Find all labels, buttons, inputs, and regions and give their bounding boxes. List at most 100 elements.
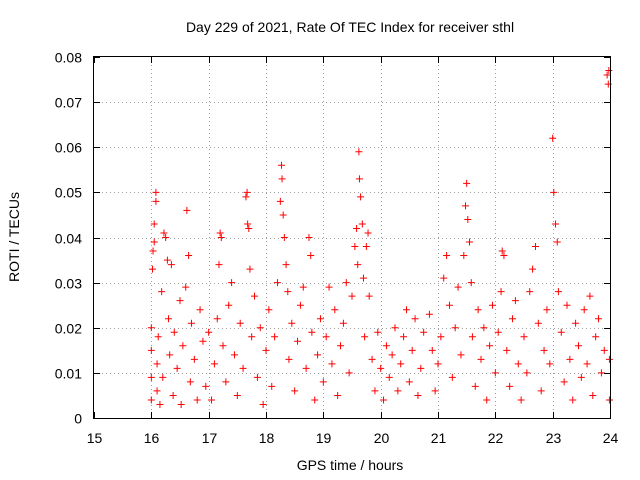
data-point (248, 333, 256, 341)
data-point (245, 224, 253, 232)
x-tick-label: 23 (546, 430, 562, 446)
data-point (431, 387, 439, 395)
data-point (256, 324, 264, 332)
data-point (531, 243, 539, 251)
x-axis-title: GPS time / hours (297, 457, 404, 473)
data-point (546, 360, 554, 368)
data-point (282, 261, 290, 269)
data-point (605, 396, 613, 404)
data-point (405, 378, 413, 386)
data-point (244, 220, 252, 228)
data-point (537, 387, 545, 395)
data-point (210, 360, 218, 368)
y-tick-label: 0.01 (55, 366, 82, 382)
data-point (299, 283, 307, 291)
data-point (280, 234, 288, 241)
data-point (308, 328, 316, 336)
data-point (506, 382, 514, 390)
data-point (597, 369, 605, 377)
data-point (574, 342, 582, 350)
data-point (222, 378, 230, 386)
data-point (345, 369, 353, 377)
data-point (158, 288, 166, 296)
data-point (417, 364, 425, 372)
data-point (471, 382, 479, 390)
data-point (199, 337, 207, 345)
data-point (265, 306, 273, 314)
data-point (294, 337, 302, 345)
data-point (543, 306, 551, 314)
data-point (534, 319, 542, 327)
data-point (380, 396, 388, 404)
data-point (540, 346, 548, 354)
data-point (353, 224, 361, 232)
data-point (262, 346, 270, 354)
data-point (514, 360, 522, 368)
data-point (358, 220, 366, 228)
data-point (605, 67, 613, 75)
x-tick-label: 24 (603, 430, 619, 446)
x-tick-label: 22 (488, 430, 504, 446)
data-point (277, 161, 285, 169)
data-point (494, 328, 502, 336)
data-point (523, 369, 531, 377)
x-tick-label: 19 (316, 430, 332, 446)
data-point (428, 346, 436, 354)
chart-title: Day 229 of 2021, Rate Of TEC Index for r… (186, 19, 514, 35)
x-tick-label: 15 (87, 430, 103, 446)
data-point (361, 333, 369, 341)
data-point (400, 333, 408, 341)
data-point (374, 328, 382, 336)
data-point (193, 396, 201, 404)
data-point (156, 400, 164, 408)
data-point (196, 306, 204, 314)
data-point (480, 324, 488, 332)
data-point (271, 333, 279, 341)
data-point (605, 355, 613, 363)
y-tick-labels: 0 0.01 0.02 0.03 0.04 0.05 0.06 0.07 0.08 (55, 50, 82, 427)
data-point (328, 360, 336, 368)
y-tick-label: 0.03 (55, 276, 82, 292)
data-point (377, 364, 385, 372)
y-tick-label: 0.08 (55, 50, 82, 66)
data-point (163, 256, 171, 264)
y-tick-label: 0 (74, 411, 82, 427)
data-point (498, 247, 506, 255)
data-point (233, 391, 241, 399)
data-point (215, 261, 223, 269)
data-point (420, 328, 428, 336)
data-point (253, 373, 261, 381)
data-point (355, 175, 363, 183)
data-point (150, 220, 158, 228)
data-point (162, 234, 170, 241)
data-point (322, 333, 330, 341)
data-point (589, 391, 597, 399)
data-point (149, 247, 157, 255)
data-point (402, 306, 410, 314)
data-points (147, 67, 613, 408)
data-point (342, 279, 350, 287)
data-point (382, 342, 390, 350)
data-point (388, 351, 396, 359)
data-point (251, 292, 259, 300)
data-point (592, 333, 600, 341)
data-point (183, 206, 191, 214)
plot-frame (93, 56, 611, 419)
data-point (553, 238, 561, 246)
data-point (288, 319, 296, 327)
y-tick-label: 0.02 (55, 321, 82, 337)
data-point (443, 252, 451, 260)
data-point (385, 373, 393, 381)
data-point (408, 346, 416, 354)
x-tick-label: 20 (374, 430, 390, 446)
y-tick-label: 0.06 (55, 140, 82, 156)
data-point (177, 400, 185, 408)
y-tick-label: 0.05 (55, 185, 82, 201)
data-point (362, 243, 370, 251)
data-point (425, 310, 433, 318)
data-point (357, 193, 365, 201)
data-point (577, 373, 585, 381)
data-point (311, 396, 319, 404)
data-point (354, 261, 362, 269)
data-point (351, 243, 359, 251)
